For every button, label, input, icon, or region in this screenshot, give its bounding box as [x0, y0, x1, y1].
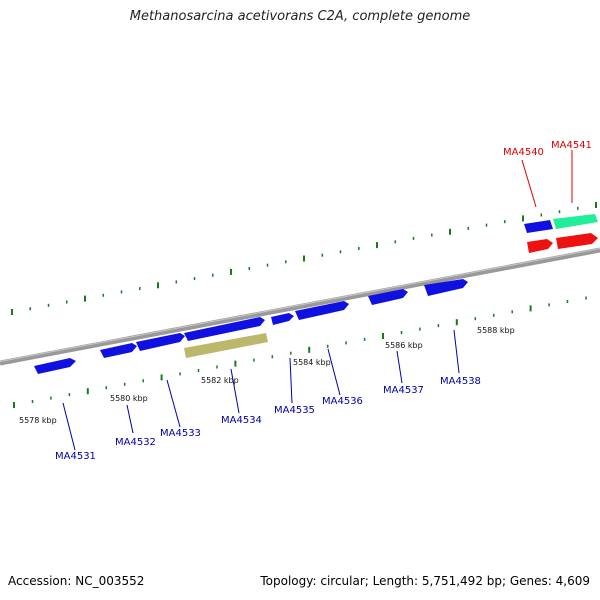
gene-MA4533[interactable] — [136, 333, 185, 351]
gene-label-MA4534[interactable]: MA4534 — [221, 415, 262, 426]
gene-MA4534[interactable] — [184, 317, 265, 341]
leader-MA4533 — [166, 379, 181, 428]
feature-khaki[interactable] — [184, 333, 268, 358]
gene-MA4532[interactable] — [100, 343, 137, 358]
scale-label-5586: 5586 kbp — [385, 341, 423, 350]
gene-MA4535[interactable] — [271, 313, 294, 325]
feature-red-1[interactable] — [527, 239, 553, 253]
leader-MA4531 — [62, 402, 76, 451]
upper-tick-track — [11, 202, 597, 315]
gene-MA4531[interactable] — [34, 358, 76, 374]
gene-label-MA4538[interactable]: MA4538 — [440, 376, 481, 387]
genome-backbone — [0, 247, 600, 366]
leader-MA4532 — [126, 404, 134, 434]
scale-label-5578: 5578 kbp — [19, 416, 57, 425]
gene-label-MA4535[interactable]: MA4535 — [274, 405, 315, 416]
scale-label-5584: 5584 kbp — [293, 358, 331, 367]
leader-MA4538 — [453, 329, 460, 374]
leader-MA4540 — [521, 159, 537, 208]
gene-label-MA4531[interactable]: MA4531 — [55, 451, 96, 462]
gene-MA4536[interactable] — [295, 301, 349, 320]
gene-MA4541[interactable] — [553, 214, 598, 229]
scale-label-5580: 5580 kbp — [110, 394, 148, 403]
gene-label-MA4536[interactable]: MA4536 — [322, 396, 363, 407]
gene-label-MA4537[interactable]: MA4537 — [383, 385, 424, 396]
topology-summary: Topology: circular; Length: 5,751,492 bp… — [260, 574, 590, 588]
leader-MA4534 — [230, 368, 240, 414]
gene-label-MA4540[interactable]: MA4540 — [503, 147, 544, 158]
scale-label-5582: 5582 kbp — [201, 376, 239, 385]
gene-MA4540[interactable] — [524, 220, 553, 233]
leader-MA4535 — [289, 357, 293, 404]
gene-label-MA4532[interactable]: MA4532 — [115, 437, 156, 448]
gene-MA4537[interactable] — [368, 289, 408, 305]
scale-label-5588: 5588 kbp — [477, 326, 515, 335]
gene-label-MA4533[interactable]: MA4533 — [160, 428, 201, 439]
map-title: Methanosarcina acetivorans C2A, complete… — [129, 9, 471, 24]
accession-text: Accession: NC_003552 — [8, 574, 145, 588]
genome-backbone-highlight — [0, 248, 600, 362]
gene-label-MA4541[interactable]: MA4541 — [551, 140, 592, 151]
lower-tick-track — [13, 296, 587, 408]
gene-MA4538[interactable] — [424, 279, 468, 296]
feature-red-2[interactable] — [556, 233, 598, 249]
leader-MA4537 — [396, 350, 403, 384]
leader-MA4536 — [327, 348, 341, 396]
